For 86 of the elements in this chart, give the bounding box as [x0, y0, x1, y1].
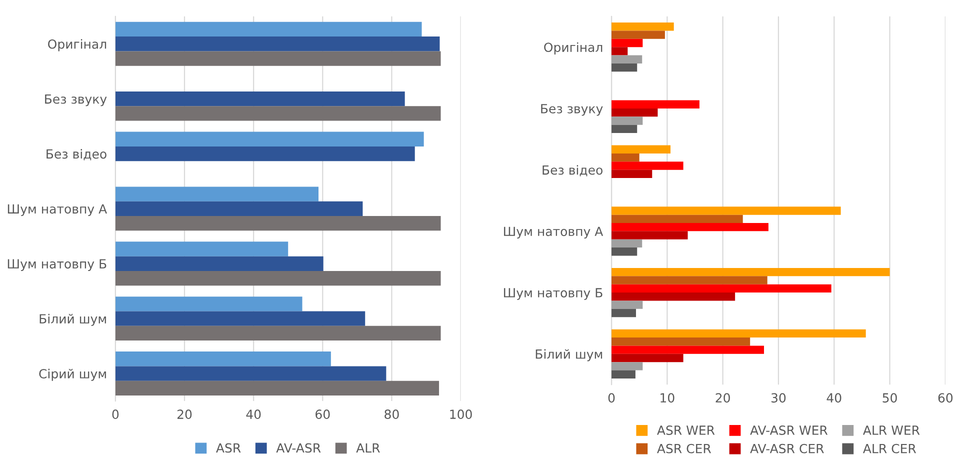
- bar: [115, 366, 386, 381]
- bar: [612, 116, 643, 125]
- legend-label: ASR CER: [657, 444, 712, 454]
- bar: [115, 132, 424, 146]
- bar: [612, 108, 658, 117]
- x-tick-label: 30: [771, 393, 786, 403]
- bar: [612, 162, 684, 170]
- bar: [612, 308, 636, 318]
- bar: [115, 256, 324, 271]
- x-tick-label: 0: [112, 410, 119, 420]
- bar: [612, 292, 736, 301]
- bar: [612, 47, 628, 56]
- bar: [612, 370, 636, 378]
- y-tick-label: Білий шум: [536, 349, 602, 362]
- y-tick-label: Без звуку: [45, 94, 107, 106]
- x-tick-label: 20: [177, 410, 192, 420]
- y-tick-label: Шум натовпу Б: [8, 259, 106, 271]
- bar: [612, 38, 643, 48]
- bar: [115, 201, 363, 216]
- bar: [115, 296, 302, 312]
- bar: [612, 284, 832, 293]
- legend-label: AV-ASR WER: [750, 426, 828, 435]
- bar: [612, 231, 688, 240]
- y-tick-label: Білий шум: [40, 314, 106, 326]
- legend-label: AV-ASR CER: [750, 444, 824, 454]
- x-tick-label: 80: [384, 410, 399, 420]
- bar: [612, 354, 684, 362]
- bar: [612, 100, 700, 108]
- bar: [612, 346, 764, 354]
- bar: [612, 145, 671, 154]
- bar: [612, 170, 652, 178]
- y-tick-label: Без звуку: [541, 104, 603, 116]
- bar: [612, 63, 638, 72]
- bar: [612, 329, 866, 338]
- x-tick-label: 50: [882, 393, 897, 403]
- y-tick-label: Сірий шум: [39, 368, 106, 381]
- bar: [612, 55, 642, 64]
- bar: [115, 326, 441, 341]
- bar: [612, 239, 642, 248]
- bar: [115, 186, 318, 202]
- bar: [115, 242, 288, 256]
- x-tick-label: 100: [450, 410, 472, 420]
- bar: [612, 124, 638, 133]
- bar: [115, 22, 422, 37]
- bar: [612, 206, 841, 215]
- y-tick-label: Шум натовпу А: [8, 204, 107, 216]
- bar: [115, 352, 331, 366]
- bar: [612, 362, 643, 370]
- legend-label: ALR: [356, 443, 380, 453]
- bar: [115, 106, 441, 121]
- bar: [612, 214, 743, 223]
- bar: [612, 30, 665, 39]
- bar: [612, 268, 890, 276]
- x-tick-label: 20: [716, 393, 730, 403]
- bar: [612, 338, 750, 346]
- bar: [115, 270, 441, 286]
- legend-label: ASR WER: [657, 426, 715, 435]
- y-tick-label: Оригінал: [48, 39, 106, 52]
- bar: [612, 248, 638, 256]
- bar: [115, 216, 441, 231]
- bar: [115, 51, 441, 66]
- y-tick-label: Без відео: [542, 165, 602, 176]
- bar: [612, 153, 640, 162]
- y-tick-label: Без відео: [46, 149, 106, 160]
- bar: [612, 300, 643, 309]
- legend-label: ALR WER: [862, 426, 920, 435]
- bar: [115, 92, 405, 106]
- x-tick-label: 60: [316, 410, 330, 420]
- bar: [612, 22, 674, 31]
- bar: [612, 222, 768, 232]
- bar: [115, 146, 415, 162]
- bar: [612, 276, 768, 284]
- bar: [115, 311, 366, 326]
- x-tick-label: 10: [660, 393, 674, 403]
- x-tick-label: 40: [246, 410, 261, 420]
- legend-label: ALR CER: [862, 444, 916, 454]
- y-tick-label: Оригінал: [544, 42, 602, 54]
- bar: [115, 380, 440, 396]
- x-tick-label: 0: [608, 393, 615, 403]
- legend-label: AV-ASR: [276, 443, 321, 453]
- y-tick-label: Шум натовпу Б: [504, 288, 602, 300]
- bar: [115, 36, 440, 52]
- y-tick-label: Шум натовпу А: [504, 226, 604, 239]
- legend-label: ASR: [216, 443, 241, 453]
- x-tick-label: 40: [826, 393, 842, 403]
- x-tick-label: 60: [938, 393, 953, 403]
